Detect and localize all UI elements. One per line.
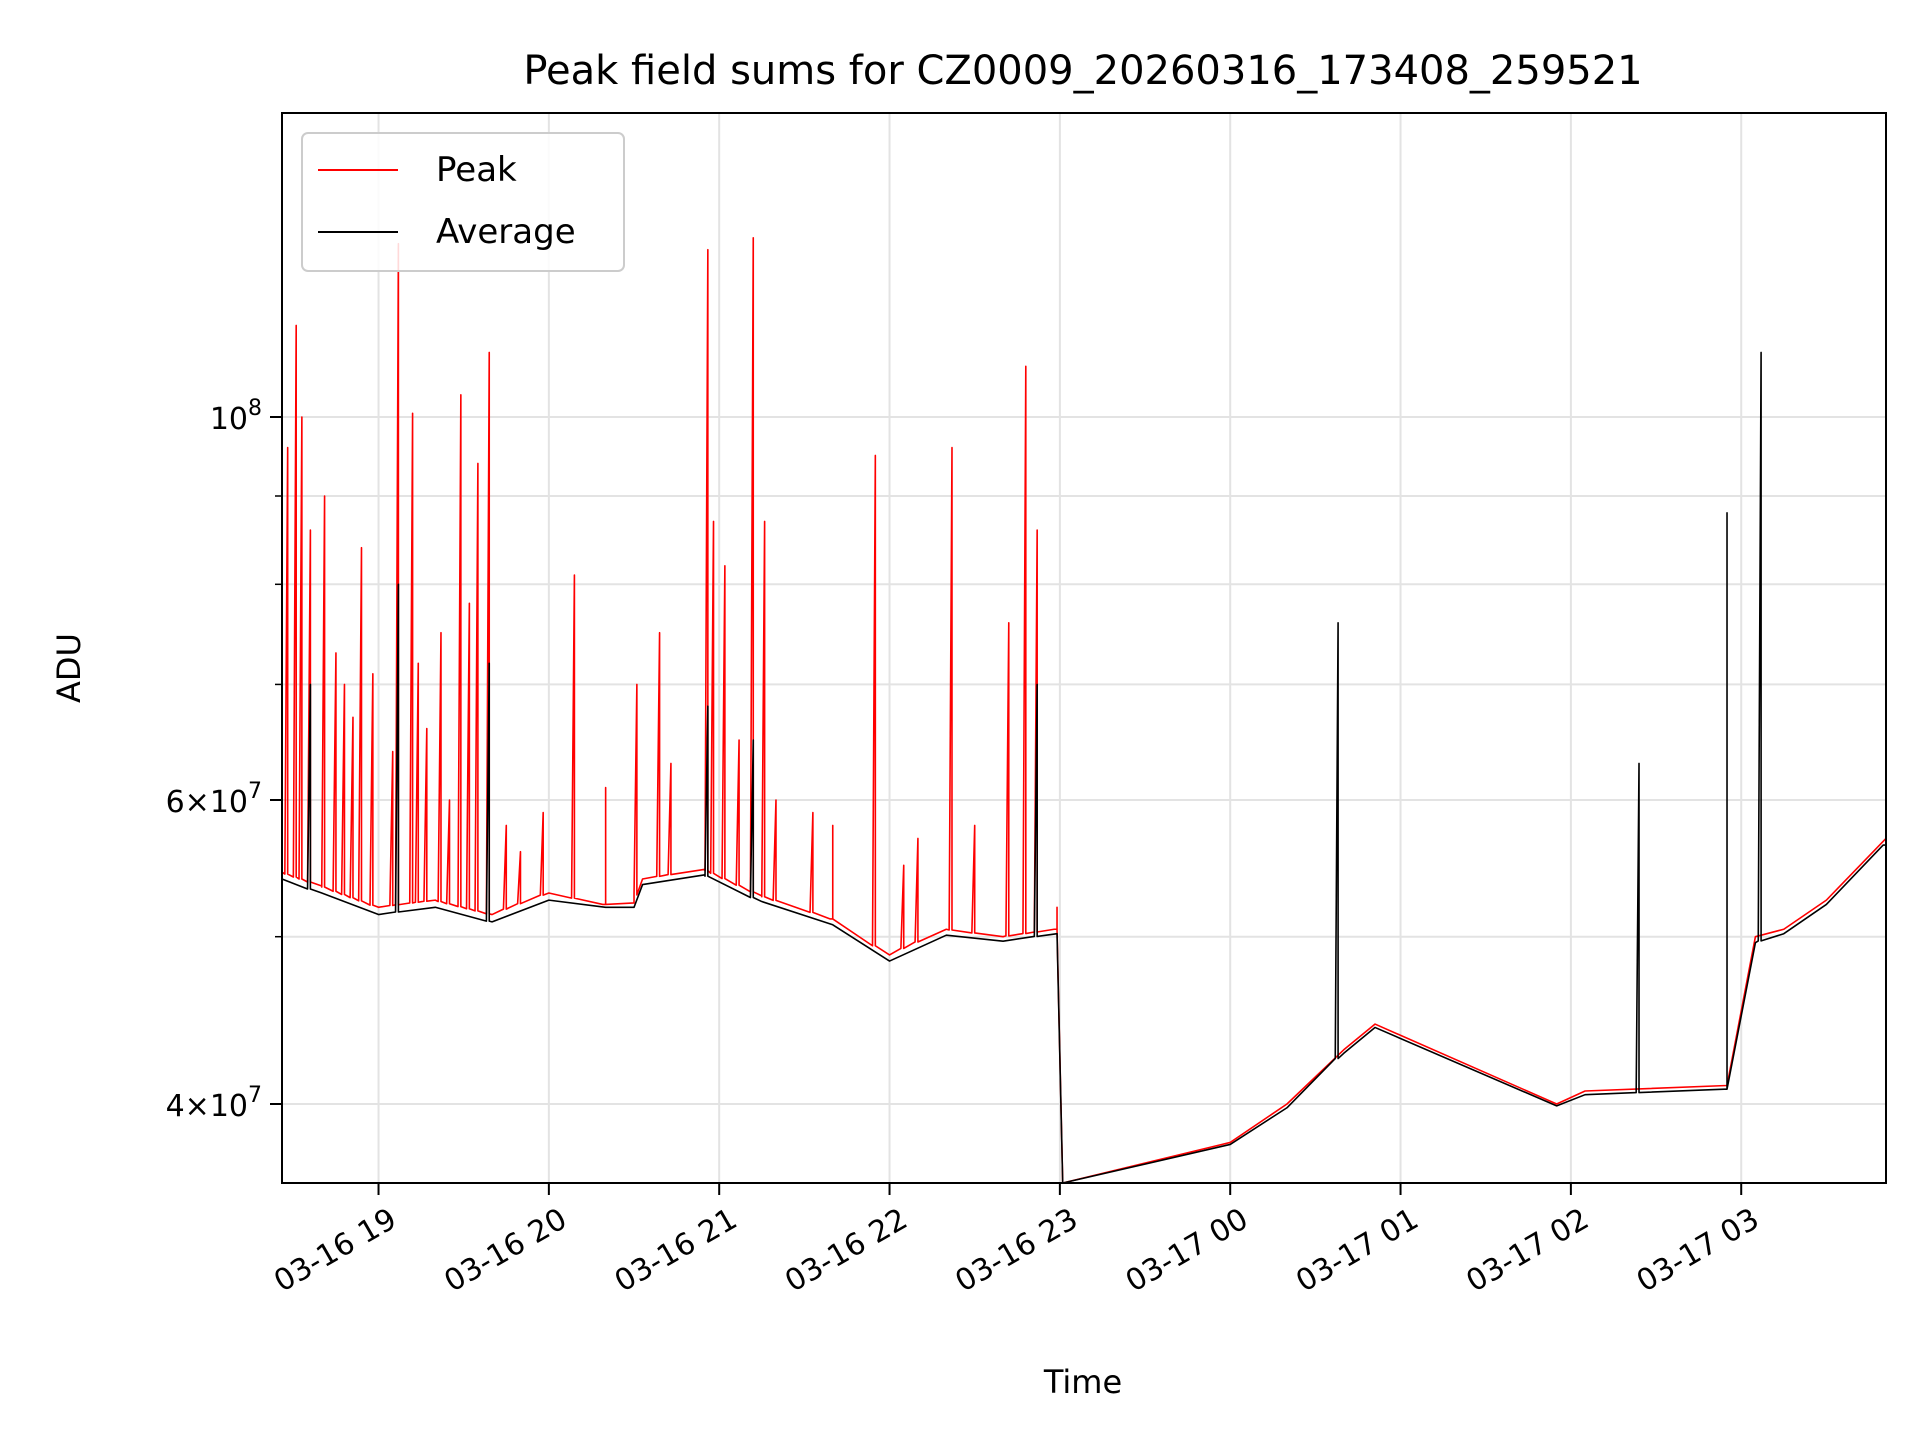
plot-frame [281,112,1887,1184]
legend-peak-label: Peak [436,150,517,190]
grid-layer [282,113,1886,1183]
y-axis-label: ADU [50,633,88,703]
series-average-line [281,351,1887,1184]
series-layer [281,237,1887,1184]
y-tick-label: 6×107 [166,779,262,820]
x-tick-label: 03-17 01 [1290,1202,1424,1300]
x-tick-label: 03-16 19 [268,1202,402,1300]
x-tick-label: 03-17 03 [1631,1202,1765,1300]
x-tick-label: 03-16 21 [609,1202,743,1300]
x-axis-label: Time [1043,1363,1122,1401]
y-tick-label: 4×107 [166,1083,262,1124]
x-tick-label: 03-17 02 [1461,1202,1595,1300]
y-tick-label: 108 [210,396,262,437]
x-tick-label: 03-16 23 [950,1202,1084,1300]
legend-frame [301,132,625,272]
chart-title: Peak field sums for CZ0009_20260316_1734… [523,48,1642,94]
legend: Peak Average [301,132,625,272]
x-tick-label: 03-17 00 [1120,1202,1254,1300]
series-peak-line [281,237,1887,1184]
x-tick-label: 03-16 22 [779,1202,913,1300]
legend-average-label: Average [436,212,576,252]
x-tick-label: 03-16 20 [439,1202,573,1300]
